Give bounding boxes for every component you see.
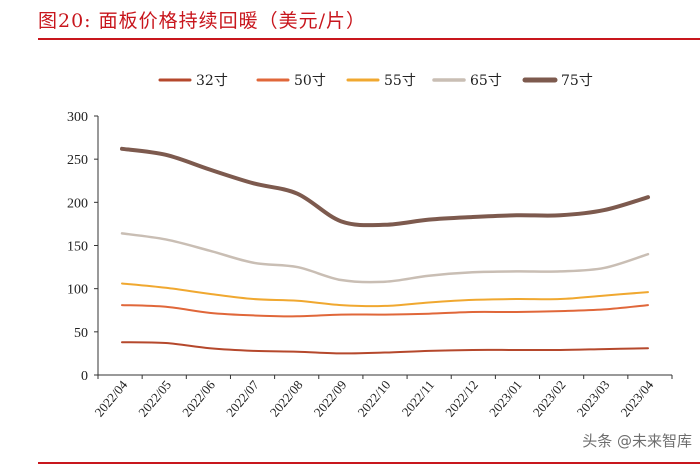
watermark-text: 头条 @未来智库: [582, 432, 692, 450]
x-tick-label: 2023/02: [530, 377, 569, 419]
chart-series: [120, 146, 650, 355]
x-tick-label: 2023/04: [617, 377, 656, 420]
x-tick-label: 2022/08: [267, 377, 306, 419]
x-tick-label: 2022/11: [399, 377, 438, 419]
legend-label: 55寸: [384, 73, 416, 89]
x-tick-label: 2022/10: [354, 377, 393, 419]
series-line-2: [121, 282, 649, 308]
legend-label: 50寸: [294, 73, 326, 89]
y-tick-label: 100: [67, 283, 88, 298]
legend-label: 65寸: [470, 73, 502, 89]
y-tick-label: 0: [81, 369, 88, 384]
x-tick-label: 2022/09: [311, 377, 350, 419]
series-line-1: [121, 304, 649, 318]
figure-title: 图20: 面板价格持续回暖（美元/片）: [38, 10, 367, 32]
y-tick-label: 250: [67, 153, 88, 168]
x-tick-label: 2022/06: [179, 377, 218, 420]
x-tick-label: 2022/07: [223, 377, 262, 420]
title-divider: [38, 38, 700, 40]
y-tick-label: 200: [67, 196, 88, 211]
y-tick-label: 300: [67, 110, 88, 125]
x-tick-label: 2022/12: [442, 377, 481, 419]
x-tick-label: 2023/03: [574, 377, 613, 419]
x-tick-label: 2022/04: [91, 377, 130, 420]
legend-label: 75寸: [561, 73, 593, 89]
chart-legend: 32寸 50寸 55寸 65寸 75寸: [158, 73, 593, 89]
y-tick-label: 50: [74, 326, 88, 341]
y-tick-label: 150: [67, 240, 88, 255]
legend-label: 32寸: [196, 73, 228, 89]
series-line-4: [120, 146, 650, 228]
bottom-divider: [38, 462, 700, 464]
x-tick-label: 2022/05: [135, 377, 174, 419]
series-line-3: [120, 232, 650, 284]
series-line-0: [121, 341, 649, 355]
x-tick-label: 2023/01: [486, 377, 525, 419]
